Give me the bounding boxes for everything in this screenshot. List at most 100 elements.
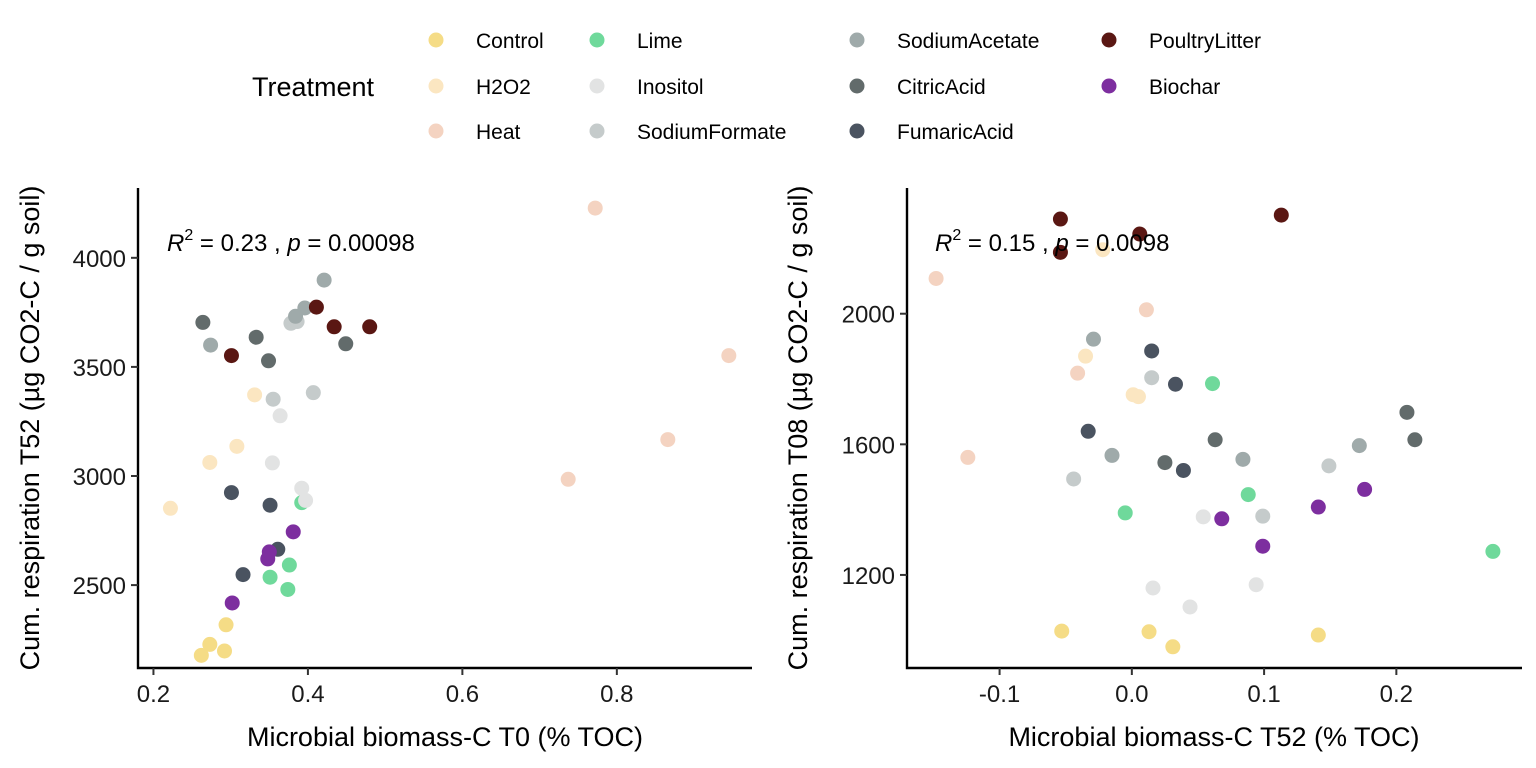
point-biochar [224, 595, 240, 611]
legend-swatch-fumaricacid [849, 123, 865, 139]
legend-items: Control H2O2 Heat Lime Inositol SodiumFormate… [428, 30, 1261, 144]
point-sodiumformate [1255, 508, 1271, 524]
legend-label-biochar: Biochar [1149, 76, 1220, 99]
point-citricacid [248, 329, 264, 345]
r2-superscript: 2 [952, 227, 961, 244]
y-tick-label-left: 3500 [73, 355, 126, 382]
point-sodiumacetate [297, 300, 313, 316]
point-lime [1117, 505, 1133, 521]
point-sodiumformate [265, 391, 281, 407]
point-fumaricacid [1167, 376, 1183, 392]
point-poultrylitter [362, 319, 378, 335]
legend-label-control: Control [476, 30, 544, 53]
legend-title: Treatment [252, 72, 375, 102]
point-fumaricacid [223, 485, 239, 501]
y-ticks-right: 1200 1600 2000 [842, 302, 907, 590]
x-tick-label-left: 0.8 [600, 681, 633, 708]
axes-right [905, 188, 1522, 670]
point-fumaricacid [235, 567, 251, 583]
legend-item-poultrylitter: PoultryLitter [1101, 30, 1261, 53]
y-ticks-left: 2500 3000 3500 4000 [73, 246, 138, 600]
point-fumaricacid [1144, 343, 1160, 359]
point-lime [1240, 487, 1256, 503]
point-heat [1138, 302, 1154, 318]
point-citricacid [338, 336, 354, 352]
legend-item-biochar: Biochar [1101, 76, 1220, 99]
x-tick-label-left: 0.2 [137, 681, 170, 708]
points-left [162, 200, 737, 663]
point-citricacid [1399, 404, 1415, 420]
r2-value: = 0.23 , [193, 230, 287, 257]
point-control [1165, 639, 1181, 655]
point-citricacid [1407, 432, 1423, 448]
point-heat [587, 200, 603, 216]
p-value: = 0.00098 [301, 230, 415, 257]
point-poultrylitter [1052, 211, 1068, 227]
p-symbol: p [286, 230, 300, 257]
x-axis-title-right: Microbial biomass-C T52 (% TOC) [1008, 722, 1419, 752]
point-lime [1485, 543, 1501, 559]
point-citricacid [261, 353, 277, 369]
x-tick-label-left: 0.4 [291, 681, 324, 708]
point-citricacid [195, 314, 211, 330]
point-poultrylitter [326, 319, 342, 335]
point-biochar [1255, 538, 1271, 554]
point-biochar [1357, 481, 1373, 497]
point-control [1141, 624, 1157, 640]
p-value: = 0.0098 [1069, 230, 1170, 257]
point-biochar [1214, 511, 1230, 527]
legend-label-h2o2: H2O2 [476, 76, 531, 99]
legend-swatch-sodiumformate [589, 123, 605, 139]
legend-label-lime: Lime [637, 30, 683, 53]
legend-swatch-control [428, 32, 444, 48]
legend-label-sodiumacetate: SodiumAcetate [897, 30, 1039, 53]
legend-item-heat: Heat [428, 121, 521, 144]
point-lime [281, 557, 297, 573]
point-sodiumformate [305, 385, 321, 401]
point-citricacid [1157, 455, 1173, 471]
legend-label-sodiumformate: SodiumFormate [637, 121, 786, 144]
point-control [218, 617, 234, 633]
legend: Treatment Control H2O2 Heat Lime Inositol Sod… [252, 30, 1261, 144]
y-tick-label-right: 1200 [842, 563, 895, 590]
point-control [202, 636, 218, 652]
legend-item-h2o2: H2O2 [428, 76, 531, 99]
point-citricacid [1207, 432, 1223, 448]
legend-swatch-sodiumacetate [849, 32, 865, 48]
point-heat [960, 449, 976, 465]
y-axis-title-left: Cum. respiration T52 (µg CO2-C / g soil) [15, 186, 45, 671]
x-axis-title-left: Microbial biomass-C T0 (% TOC) [247, 722, 643, 752]
panel-left: 0.2 0.4 0.6 0.8 2500 3000 3500 4000 R2 = 0.23 … [15, 186, 752, 752]
point-poultrylitter [223, 348, 239, 364]
point-sodiumacetate [316, 272, 332, 288]
point-h2o2 [202, 454, 218, 470]
legend-label-poultrylitter: PoultryLitter [1149, 30, 1261, 53]
y-tick-label-left: 3000 [73, 464, 126, 491]
point-sodiumacetate [1085, 331, 1101, 347]
y-tick-label-right: 2000 [842, 302, 895, 329]
point-sodiumformate [1066, 471, 1082, 487]
legend-swatch-biochar [1101, 78, 1117, 94]
point-h2o2 [1078, 348, 1094, 364]
point-control [1310, 627, 1326, 643]
point-lime [262, 569, 278, 585]
point-inositol [1182, 599, 1198, 615]
point-biochar [261, 544, 277, 560]
points-right [928, 207, 1501, 655]
legend-swatch-heat [428, 123, 444, 139]
point-fumaricacid [1175, 462, 1191, 478]
point-heat [928, 270, 944, 286]
legend-label-citricacid: CitricAcid [897, 76, 986, 99]
point-h2o2 [229, 438, 245, 454]
y-tick-label-left: 2500 [73, 573, 126, 600]
point-poultrylitter [308, 299, 324, 315]
r2-symbol: R [935, 230, 952, 257]
point-sodiumformate [1144, 370, 1160, 386]
point-lime [1205, 376, 1221, 392]
panel-right: -0.1 0.0 0.1 0.2 1200 1600 2000 R2 = 0.15 , p… [783, 186, 1522, 752]
stat-annotation-right: R2 = 0.15 , p = 0.0098 [935, 227, 1169, 257]
y-tick-label-left: 4000 [73, 246, 126, 273]
x-ticks-left: 0.2 0.4 0.6 0.8 [137, 668, 634, 708]
point-sodiumacetate [1351, 438, 1367, 454]
